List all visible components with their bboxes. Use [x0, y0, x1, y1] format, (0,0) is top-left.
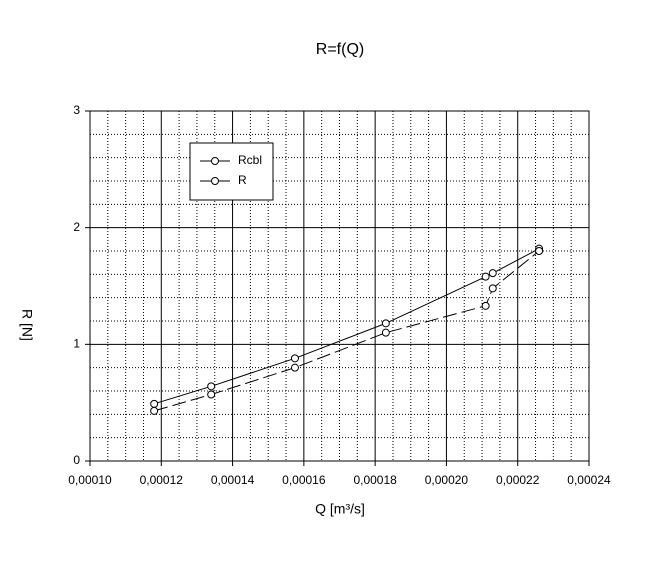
- legend-marker: [211, 177, 219, 185]
- legend-box: [189, 142, 274, 201]
- x-tick-label: 0,00016: [282, 473, 326, 487]
- legend-label: R: [238, 173, 247, 187]
- legend-label: Rcbl: [238, 153, 262, 167]
- data-point: [150, 399, 159, 408]
- legend-marker: [211, 157, 219, 165]
- data-point: [290, 354, 299, 363]
- data-point: [481, 301, 490, 310]
- x-tick-label: 0,00018: [353, 473, 397, 487]
- x-tick-label: 0,00024: [567, 473, 611, 487]
- data-point: [488, 284, 497, 293]
- y-tick-label: 1: [73, 337, 80, 351]
- x-tick-label: 0,00020: [425, 473, 469, 487]
- chart-title: R=f(Q): [316, 41, 364, 58]
- x-tick-label: 0,00010: [68, 473, 112, 487]
- data-point: [150, 406, 159, 415]
- y-tick-label: 2: [73, 220, 80, 234]
- series-line: [154, 248, 540, 405]
- y-axis-label: R [N]: [19, 309, 35, 341]
- x-tick-label: 0,00012: [140, 473, 184, 487]
- data-point: [381, 328, 390, 337]
- x-axis-label: Q [m³/s]: [315, 501, 365, 517]
- data-point: [381, 319, 390, 328]
- plot-frame: [89, 110, 590, 462]
- data-point: [207, 390, 216, 399]
- data-point: [207, 382, 216, 391]
- data-point: [481, 272, 490, 281]
- data-point: [488, 269, 497, 278]
- x-tick-label: 0,00014: [211, 473, 255, 487]
- y-tick-label: 0: [73, 453, 80, 467]
- data-point: [535, 247, 544, 255]
- data-point: [290, 363, 299, 372]
- y-tick-label: 3: [73, 103, 80, 117]
- x-tick-label: 0,00022: [496, 473, 540, 487]
